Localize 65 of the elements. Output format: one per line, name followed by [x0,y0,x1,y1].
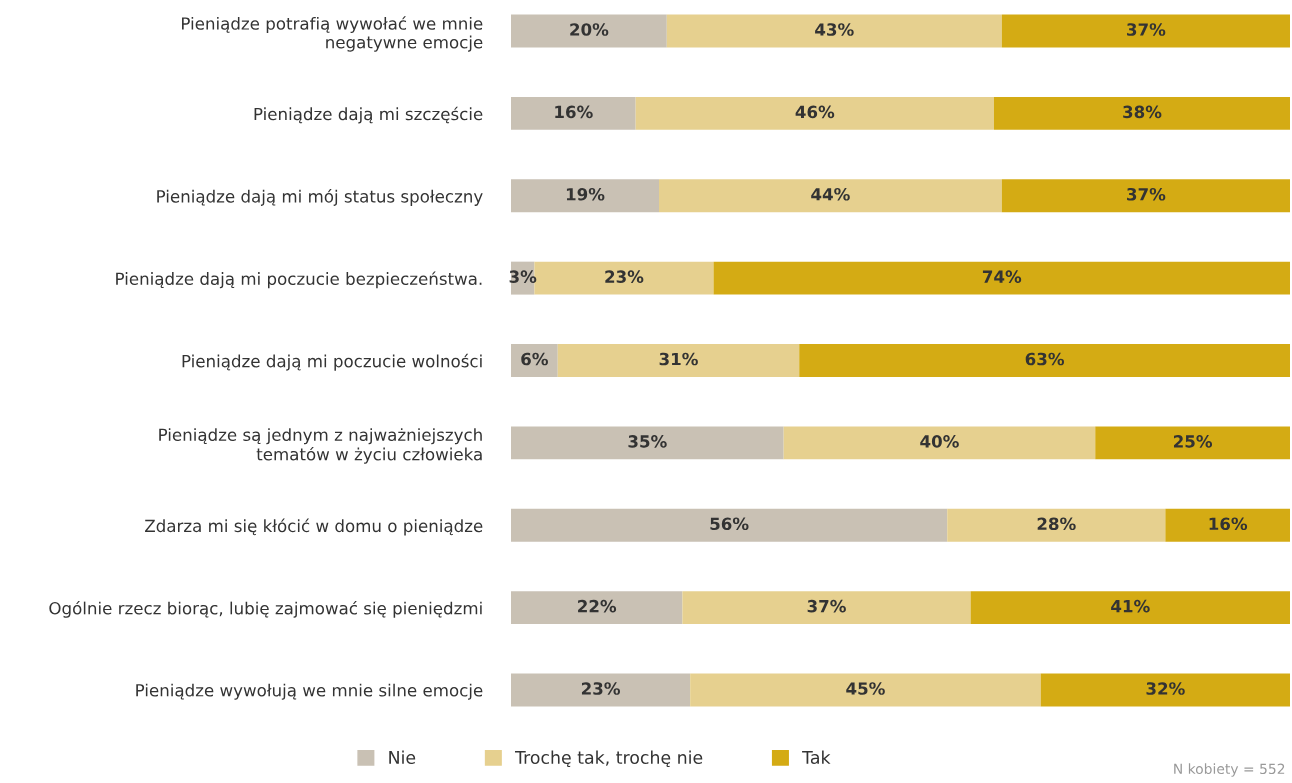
bar [511,14,667,48]
data-label: 74% [982,270,1022,283]
bar [511,96,636,130]
bar [511,179,660,213]
bar [511,426,784,460]
bar [635,96,994,130]
legend-label: Trochę tak, trochę nie [514,750,703,768]
data-label: 6% [521,352,548,366]
data-label: 3% [509,270,537,283]
bar [993,96,1290,130]
bar [970,591,1290,625]
data-label: 41% [1111,599,1150,613]
data-label: 28% [1037,517,1076,531]
data-label: 25% [1174,435,1213,448]
data-label: 45% [846,682,885,695]
data-label: 46% [795,105,835,119]
bar [557,344,800,377]
data-label: 38% [1123,105,1162,119]
data-label: 16% [555,105,593,119]
bar [947,508,1166,542]
bar [713,261,1290,295]
data-label: 16% [1209,517,1248,531]
data-label: 23% [605,270,644,283]
data-label: 37% [1127,23,1166,36]
legend-label: Tak [802,750,831,765]
data-label: 37% [1127,187,1166,201]
data-label: 40% [920,435,959,448]
bar [1165,508,1290,542]
data-label: 31% [659,352,698,366]
data-label: 63% [1025,352,1065,366]
data-label: 56% [710,517,749,531]
text: N kobiety = 552 [1174,763,1285,777]
data-label: 37% [807,599,846,613]
y-tick-label: Pieniądze dają mi poczucie wolności [182,353,482,371]
y-tick-label: Pieniądze dają mi mój status społeczny [157,189,483,206]
bar [1001,179,1290,213]
bar [511,344,558,377]
bar [799,344,1290,377]
data-label: 19% [566,187,605,201]
data-label: 22% [578,599,617,613]
bar [511,673,691,707]
bar [682,591,971,625]
bar [690,673,1041,707]
bar [511,591,683,625]
y-tick-label: Pieniądze są jednym z najważniejszych tematów w życiu człowieka [159,428,482,464]
bar [666,14,1002,48]
y-tick-label: Ogólnie rzecz biorąc, lubię zajmować się pieniędzmi [49,600,482,618]
data-label: 20% [570,23,609,36]
bar [1095,426,1290,460]
bar [783,426,1096,460]
legend-label: Nie [389,750,416,765]
bar [1040,673,1290,707]
y-tick-label: Pieniądze wywołują we mnie silne emocje [136,683,483,700]
data-label: 32% [1146,682,1185,695]
bar [1001,14,1290,48]
bar [659,179,1002,213]
data-label: 35% [628,435,667,448]
y-tick-label: Pieniądze potrafią wywołać we mnie negatywne emocje [182,16,483,52]
y-tick-label: Zdarza mi się kłócić w domu o pieniądze [145,518,483,536]
y-tick-label: Pieniądze dają mi szczęście [254,106,483,124]
data-label: 43% [815,23,854,36]
data-label: 23% [581,682,620,695]
data-label: 44% [811,187,850,201]
bar [511,508,948,542]
y-tick-label: Pieniądze dają mi poczucie bezpieczeństwa. [116,271,482,289]
